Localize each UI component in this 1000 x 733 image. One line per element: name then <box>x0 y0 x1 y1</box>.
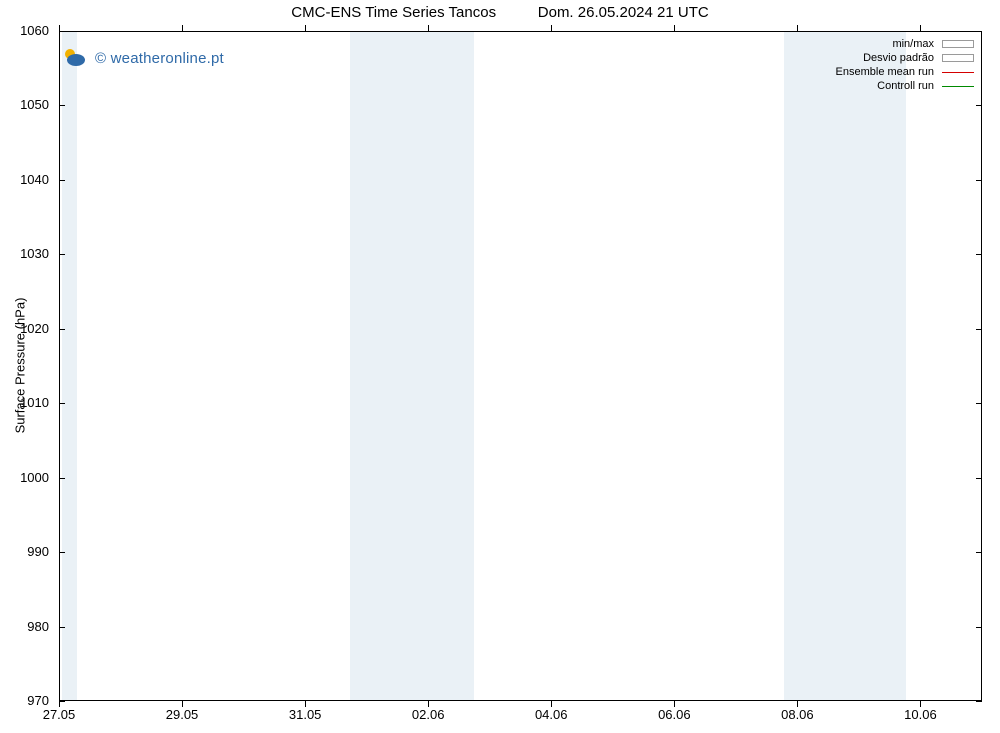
x-tick-mark <box>551 25 552 31</box>
x-tick-mark <box>920 25 921 31</box>
legend-label: Controll run <box>877 79 940 93</box>
y-tick-mark <box>59 552 65 553</box>
y-tick-mark <box>59 329 65 330</box>
x-tick-mark <box>674 701 675 707</box>
x-tick-label: 10.06 <box>895 707 945 722</box>
y-tick-label: 990 <box>9 544 49 559</box>
chart-title: CMC-ENS Time Series Tancos Dom. 26.05.20… <box>0 4 1000 21</box>
y-tick-mark <box>59 254 65 255</box>
x-tick-mark <box>59 25 60 31</box>
x-tick-mark <box>305 25 306 31</box>
x-tick-mark <box>674 25 675 31</box>
title-right: Dom. 26.05.2024 21 UTC <box>538 4 709 21</box>
y-tick-mark <box>976 403 982 404</box>
legend-item: Ensemble mean run <box>836 65 976 79</box>
x-tick-label: 31.05 <box>280 707 330 722</box>
y-tick-mark <box>976 478 982 479</box>
legend-swatch <box>940 66 976 78</box>
x-tick-mark <box>920 701 921 707</box>
title-gap <box>496 4 538 21</box>
weekend-band <box>784 31 906 701</box>
x-tick-mark <box>59 701 60 707</box>
x-tick-mark <box>428 25 429 31</box>
y-tick-mark <box>976 329 982 330</box>
title-left: CMC-ENS Time Series Tancos <box>291 4 496 21</box>
y-tick-mark <box>59 180 65 181</box>
x-tick-label: 08.06 <box>772 707 822 722</box>
y-tick-mark <box>976 254 982 255</box>
y-tick-mark <box>976 627 982 628</box>
y-tick-mark <box>976 552 982 553</box>
x-tick-label: 06.06 <box>649 707 699 722</box>
legend: min/maxDesvio padrãoEnsemble mean runCon… <box>836 37 976 93</box>
legend-item: Desvio padrão <box>836 51 976 65</box>
y-axis-label: Surface Pressure (hPa) <box>13 286 28 446</box>
legend-label: Desvio padrão <box>863 51 940 65</box>
y-tick-mark <box>976 31 982 32</box>
x-tick-mark <box>182 25 183 31</box>
legend-swatch <box>940 52 976 64</box>
x-tick-mark <box>182 701 183 707</box>
x-tick-mark <box>428 701 429 707</box>
legend-swatch <box>940 38 976 50</box>
watermark-text: © weatheronline.pt <box>95 50 224 67</box>
x-tick-label: 29.05 <box>157 707 207 722</box>
x-tick-mark <box>797 25 798 31</box>
watermark-site: weatheronline.pt <box>111 50 224 67</box>
plot-area: min/maxDesvio padrãoEnsemble mean runCon… <box>59 31 982 701</box>
y-tick-label: 1040 <box>9 172 49 187</box>
y-tick-mark <box>59 478 65 479</box>
x-tick-label: 27.05 <box>34 707 84 722</box>
x-tick-label: 04.06 <box>526 707 576 722</box>
y-tick-mark <box>976 105 982 106</box>
legend-item: Controll run <box>836 79 976 93</box>
y-tick-label: 970 <box>9 693 49 708</box>
y-tick-label: 1060 <box>9 23 49 38</box>
y-tick-label: 1030 <box>9 246 49 261</box>
y-tick-label: 1000 <box>9 470 49 485</box>
y-tick-label: 1020 <box>9 321 49 336</box>
y-tick-mark <box>59 31 65 32</box>
x-tick-label: 02.06 <box>403 707 453 722</box>
y-tick-mark <box>59 627 65 628</box>
legend-label: Ensemble mean run <box>836 65 940 79</box>
x-tick-mark <box>797 701 798 707</box>
y-tick-mark <box>59 105 65 106</box>
legend-swatch <box>940 80 976 92</box>
legend-label: min/max <box>892 37 940 51</box>
weekend-band <box>350 31 474 701</box>
legend-item: min/max <box>836 37 976 51</box>
y-tick-label: 1010 <box>9 395 49 410</box>
x-tick-mark <box>305 701 306 707</box>
y-tick-label: 1050 <box>9 97 49 112</box>
y-tick-mark <box>976 180 982 181</box>
weekend-band <box>62 31 78 701</box>
y-tick-mark <box>59 403 65 404</box>
x-tick-mark <box>551 701 552 707</box>
watermark-copyright: © <box>95 50 106 67</box>
y-tick-label: 980 <box>9 619 49 634</box>
watermark: © weatheronline.pt <box>61 45 224 71</box>
y-tick-mark <box>976 701 982 702</box>
chart-container: CMC-ENS Time Series Tancos Dom. 26.05.20… <box>0 0 1000 733</box>
